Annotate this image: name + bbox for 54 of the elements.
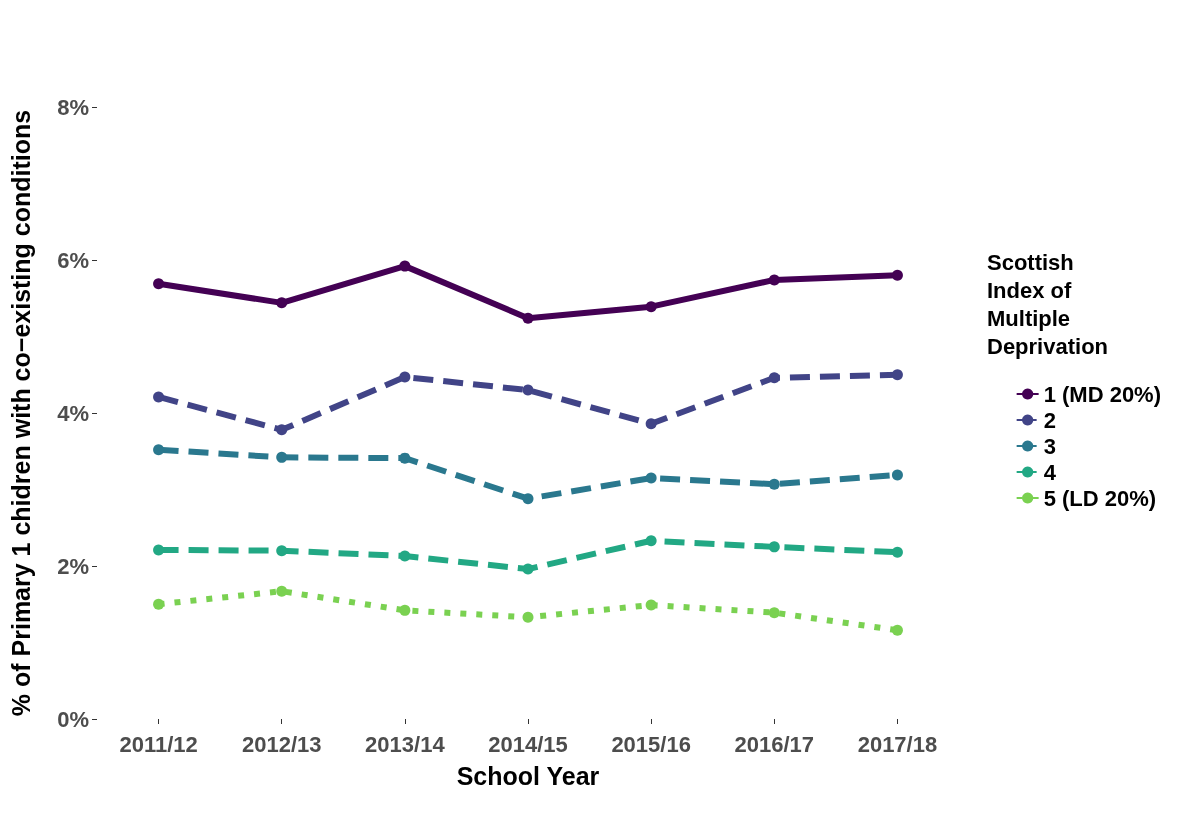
legend-title: Scottish Index of Multiple Deprivation xyxy=(987,249,1109,359)
y-tick-label: 2% xyxy=(57,553,89,579)
point xyxy=(276,451,288,463)
point xyxy=(153,444,165,456)
point xyxy=(276,424,288,436)
point xyxy=(399,452,411,464)
point xyxy=(645,472,657,484)
x-tick-label: 2015/16 xyxy=(611,731,691,757)
legend-label: 2 xyxy=(1043,407,1056,433)
point xyxy=(768,478,780,490)
legend-label: 4 xyxy=(1043,459,1057,485)
point xyxy=(522,493,534,505)
point xyxy=(645,599,657,611)
x-axis-title: School Year xyxy=(456,761,600,790)
point xyxy=(153,598,165,610)
y-axis-title: % of Primary 1 chidren with co−existing conditions xyxy=(6,109,35,717)
x-tick-label: 2017/18 xyxy=(857,731,938,757)
point xyxy=(522,611,534,623)
point xyxy=(399,260,411,272)
point xyxy=(153,278,165,290)
point xyxy=(153,391,165,403)
y-tick-label: 4% xyxy=(57,400,89,426)
point xyxy=(768,372,780,384)
point xyxy=(645,535,657,547)
y-tick-label: 0% xyxy=(57,706,89,732)
point xyxy=(645,418,657,430)
legend-label: 3 xyxy=(1043,433,1056,459)
point xyxy=(891,369,903,381)
x-tick-label: 2014/15 xyxy=(488,731,568,757)
point xyxy=(276,585,288,597)
legend-label: 1 (MD 20%) xyxy=(1043,381,1161,407)
y-tick-label: 8% xyxy=(57,94,89,120)
point xyxy=(522,312,534,324)
point xyxy=(768,274,780,286)
point xyxy=(891,469,903,481)
x-tick-label: 2016/17 xyxy=(734,731,815,757)
legend-label: 5 (LD 20%) xyxy=(1043,485,1157,511)
point xyxy=(399,550,411,562)
point xyxy=(768,541,780,553)
point xyxy=(645,301,657,313)
x-tick-label: 2013/14 xyxy=(365,731,446,757)
y-tick-label: 6% xyxy=(57,247,89,273)
point xyxy=(399,371,411,383)
point xyxy=(768,607,780,619)
x-tick-label: 2011/12 xyxy=(119,731,198,757)
x-tick-label: 2012/13 xyxy=(241,731,322,757)
point xyxy=(522,384,534,396)
point xyxy=(891,624,903,636)
point xyxy=(276,545,288,557)
point xyxy=(891,269,903,281)
point xyxy=(276,297,288,309)
point xyxy=(891,546,903,558)
point xyxy=(522,563,534,575)
point xyxy=(399,604,411,616)
